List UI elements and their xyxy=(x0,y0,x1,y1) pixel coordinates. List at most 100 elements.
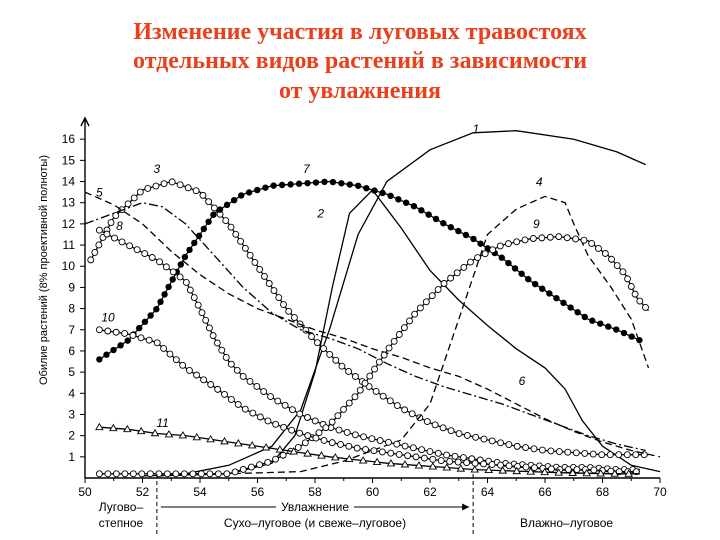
data-point xyxy=(426,448,434,455)
data-point xyxy=(256,413,264,421)
data-point xyxy=(287,181,294,188)
x-tick-label: 54 xyxy=(193,485,207,499)
data-point xyxy=(505,259,512,267)
data-point xyxy=(371,365,379,373)
data-point xyxy=(146,470,154,478)
zone-label: Влажно–луговое xyxy=(520,516,613,530)
data-point xyxy=(412,453,420,461)
data-point xyxy=(303,449,312,457)
data-point xyxy=(321,178,328,186)
data-point xyxy=(221,390,228,398)
data-point xyxy=(329,178,337,186)
data-point xyxy=(104,470,112,478)
data-point xyxy=(272,420,280,428)
data-point xyxy=(345,442,353,450)
data-point xyxy=(157,298,164,306)
data-point xyxy=(636,297,644,305)
data-point xyxy=(401,406,409,414)
data-point xyxy=(95,422,104,431)
data-point xyxy=(480,460,488,468)
series-label: 6 xyxy=(519,374,526,388)
data-point xyxy=(133,246,141,254)
data-point xyxy=(408,410,416,418)
data-point xyxy=(96,356,103,363)
data-point xyxy=(205,324,213,332)
data-point xyxy=(547,447,555,455)
data-point xyxy=(385,438,392,446)
data-point xyxy=(227,223,235,231)
data-point xyxy=(130,194,138,202)
data-point xyxy=(418,446,426,454)
data-point xyxy=(313,339,321,347)
y-tick-label: 13 xyxy=(62,196,76,210)
data-point xyxy=(395,331,403,338)
data-point xyxy=(281,401,289,409)
data-point xyxy=(518,270,525,277)
series-3: 3 xyxy=(87,162,649,459)
data-point xyxy=(210,211,217,218)
data-point xyxy=(237,237,245,245)
data-point xyxy=(296,429,304,437)
data-point xyxy=(351,373,359,380)
data-point xyxy=(304,432,312,440)
series-line xyxy=(90,180,649,456)
data-point xyxy=(177,261,185,268)
data-point xyxy=(249,409,257,417)
data-point xyxy=(129,331,137,339)
data-point xyxy=(161,291,168,298)
data-point xyxy=(540,467,550,476)
y-tick-label: 8 xyxy=(68,302,75,316)
data-point xyxy=(285,307,293,315)
data-point xyxy=(363,184,370,192)
data-point xyxy=(181,253,189,261)
data-point xyxy=(256,265,264,273)
x-tick-label: 64 xyxy=(481,485,495,499)
x-axis-label-bg xyxy=(276,499,354,514)
data-point xyxy=(434,449,442,457)
data-point xyxy=(256,461,264,469)
data-point xyxy=(406,317,413,325)
data-point xyxy=(184,184,192,192)
data-point xyxy=(605,323,612,330)
data-point xyxy=(296,410,304,418)
data-point xyxy=(554,468,563,476)
data-point xyxy=(632,451,640,459)
title-line-3: от увлажнения xyxy=(278,77,442,104)
data-point xyxy=(393,402,401,409)
data-point xyxy=(270,182,277,189)
series-11: 11 xyxy=(95,416,640,477)
data-point xyxy=(400,460,410,468)
data-point xyxy=(254,186,261,194)
data-point xyxy=(328,439,336,447)
data-point xyxy=(471,459,479,467)
data-point xyxy=(504,240,512,248)
data-point xyxy=(148,254,156,261)
data-point xyxy=(428,462,438,470)
y-tick-label: 9 xyxy=(68,280,75,294)
data-point xyxy=(589,317,596,324)
data-point xyxy=(488,461,496,469)
x-tick-label: 58 xyxy=(308,485,322,499)
data-point xyxy=(564,466,572,473)
x-tick-label: 60 xyxy=(366,485,380,499)
data-point xyxy=(178,431,188,439)
data-point xyxy=(260,273,268,280)
data-point xyxy=(261,443,271,451)
data-point xyxy=(304,414,311,421)
data-point xyxy=(150,428,160,437)
data-point xyxy=(121,470,129,478)
data-point xyxy=(165,283,172,291)
data-point xyxy=(200,376,208,384)
data-point xyxy=(615,451,623,459)
data-point xyxy=(206,434,215,443)
data-point xyxy=(356,386,364,394)
data-point xyxy=(264,417,272,425)
data-point xyxy=(380,351,388,359)
y-tick-label: 10 xyxy=(62,259,76,273)
data-point xyxy=(103,230,111,238)
x-tick-label: 52 xyxy=(136,485,150,499)
data-point xyxy=(216,206,224,213)
data-point xyxy=(402,199,410,206)
data-point xyxy=(264,458,272,466)
data-point xyxy=(387,449,395,457)
